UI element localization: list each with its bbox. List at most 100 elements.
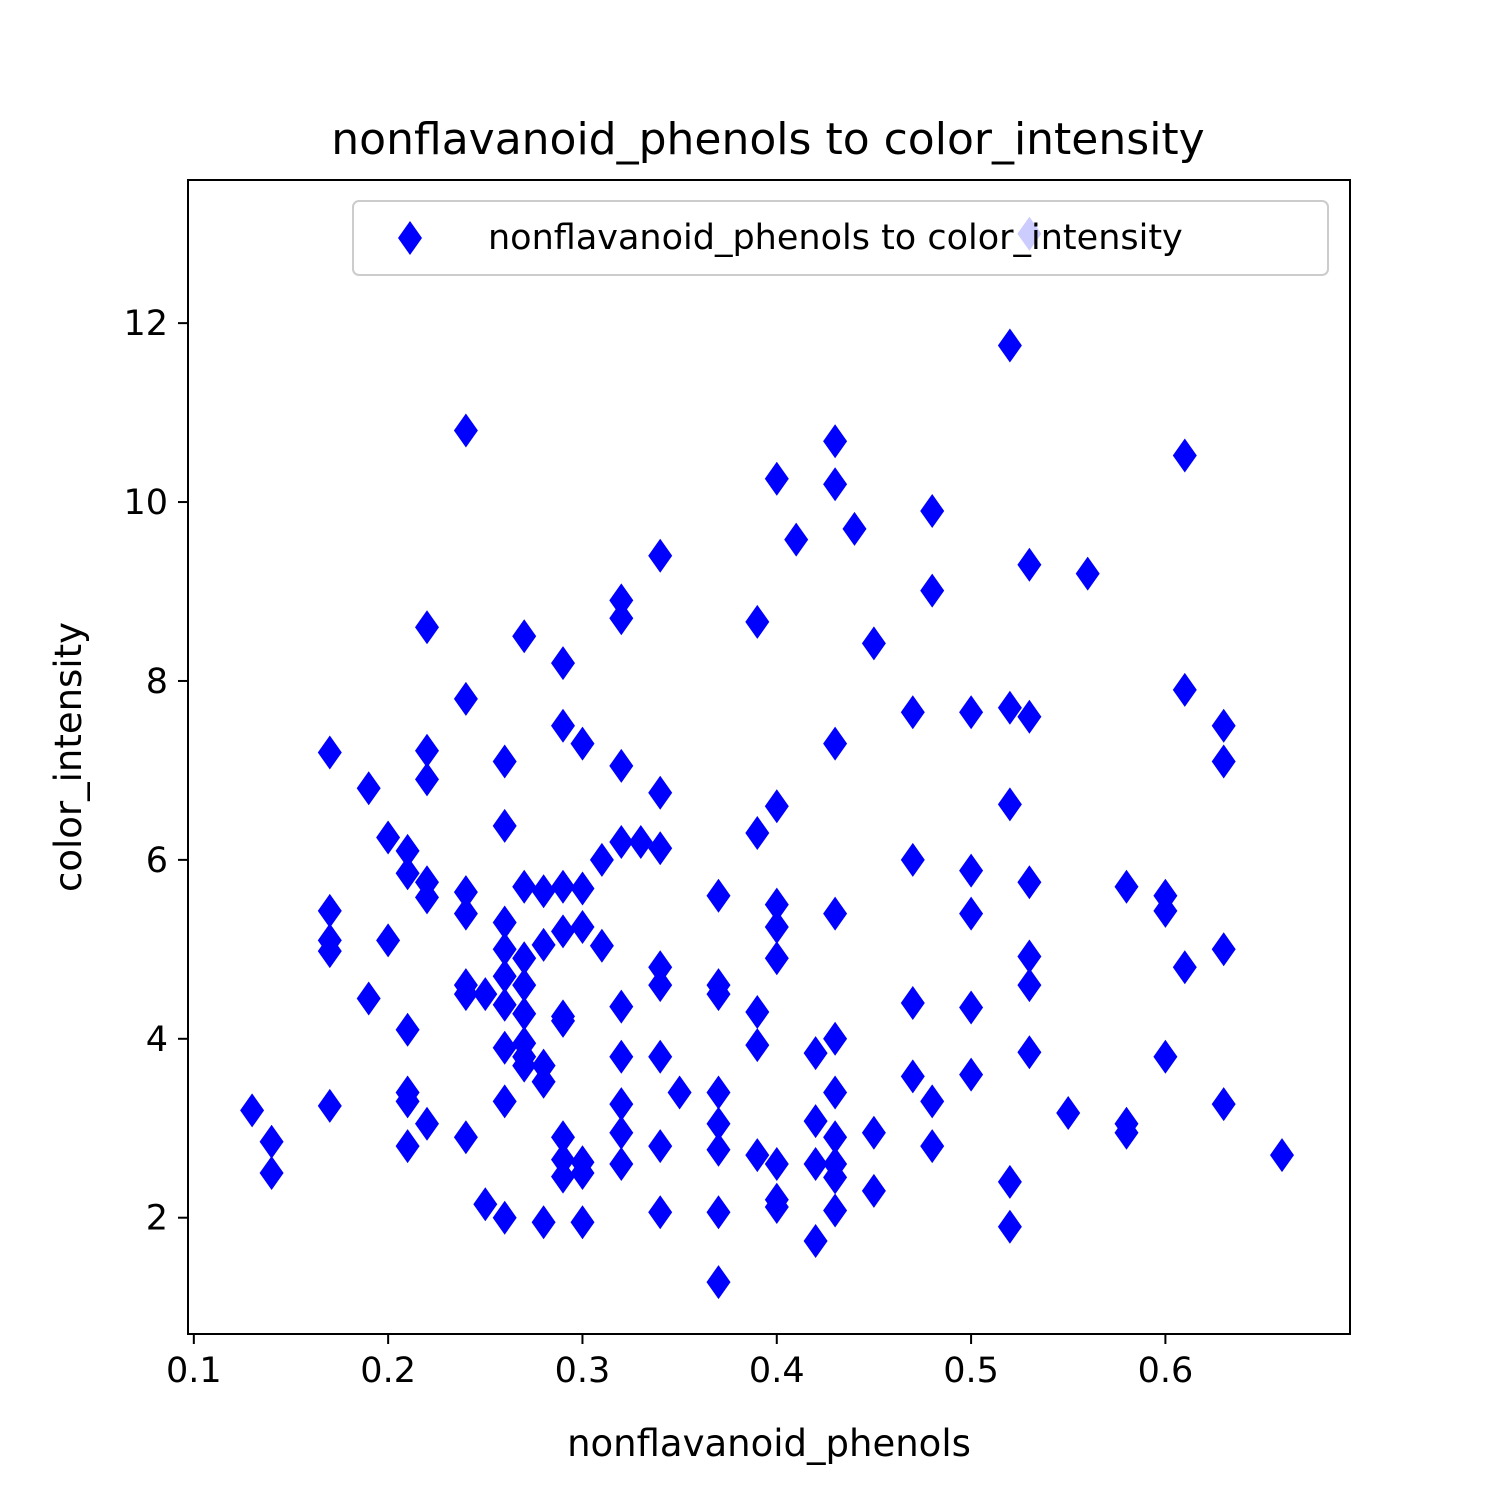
- data-point: [1211, 708, 1236, 743]
- data-point: [1017, 865, 1042, 900]
- data-point: [959, 695, 984, 730]
- y-tick-label: 12: [123, 304, 168, 344]
- data-point: [1153, 893, 1178, 928]
- data-point: [473, 1187, 498, 1222]
- data-point: [551, 1120, 575, 1155]
- data-point: [531, 927, 556, 962]
- data-point: [531, 1205, 556, 1240]
- x-tick-label: 0.3: [555, 1351, 611, 1391]
- data-point: [1017, 1035, 1042, 1070]
- data-point: [648, 775, 673, 810]
- data-point: [745, 1028, 770, 1063]
- data-point: [415, 733, 439, 768]
- data-point: [997, 1209, 1022, 1244]
- data-point: [453, 413, 478, 448]
- data-point: [900, 1059, 925, 1094]
- data-point: [823, 896, 848, 931]
- data-point: [453, 896, 478, 931]
- data-point: [823, 1193, 848, 1228]
- data-point: [745, 604, 770, 639]
- data-point: [764, 910, 789, 944]
- data-point: [823, 467, 848, 502]
- data-point: [1153, 1039, 1178, 1074]
- data-point: [512, 1048, 537, 1083]
- data-point: [648, 1129, 673, 1164]
- data-point: [706, 1106, 731, 1141]
- data-point: [453, 681, 478, 716]
- data-point: [648, 538, 673, 573]
- data-point: [764, 1190, 789, 1224]
- data-point: [997, 787, 1022, 822]
- x-axis: 0.1 0.2 0.3 0.4 0.5 0.6: [166, 1334, 1193, 1391]
- data-point: [492, 1200, 517, 1235]
- data-point: [706, 977, 731, 1012]
- data-points: [240, 216, 1294, 1300]
- data-point: [453, 977, 478, 1012]
- data-point: [1172, 438, 1197, 473]
- legend: nonflavanoid_phenols to color_intensity: [352, 200, 1329, 276]
- data-point: [453, 875, 478, 910]
- data-point: [959, 1057, 984, 1092]
- data-point: [376, 820, 401, 855]
- chart-title: nonflavanoid_phenols to color_intensity: [331, 114, 1204, 165]
- data-point: [706, 878, 731, 913]
- data-point: [259, 1124, 284, 1159]
- data-point: [900, 986, 925, 1020]
- data-point: [920, 1129, 945, 1164]
- data-point: [609, 989, 634, 1024]
- data-point: [648, 1195, 673, 1230]
- data-point: [764, 887, 789, 922]
- data-point: [570, 726, 595, 761]
- data-point: [317, 893, 342, 928]
- data-point: [1075, 556, 1100, 591]
- data-point: [920, 494, 945, 528]
- data-point: [823, 1120, 848, 1155]
- data-point: [745, 995, 770, 1029]
- data-point: [551, 869, 575, 904]
- data-point: [609, 583, 634, 618]
- plot-frame: [187, 179, 1351, 1335]
- data-point: [609, 825, 634, 859]
- x-tick-label: 0.1: [166, 1351, 222, 1391]
- data-point: [376, 923, 401, 958]
- data-point: [492, 808, 517, 843]
- data-point: [551, 646, 575, 681]
- data-point: [512, 996, 537, 1031]
- y-tick-label: 4: [146, 1020, 168, 1060]
- data-point: [512, 619, 537, 654]
- data-point: [551, 1159, 575, 1194]
- x-axis-label: nonflavanoid_phenols: [567, 1422, 971, 1465]
- y-tick-label: 6: [146, 841, 168, 881]
- y-tick-label: 8: [146, 662, 168, 702]
- data-point: [1211, 1087, 1236, 1122]
- data-point: [764, 789, 789, 824]
- data-point: [609, 1087, 634, 1122]
- data-point: [609, 601, 634, 636]
- data-point: [959, 853, 984, 888]
- data-point: [492, 744, 517, 779]
- data-point: [492, 1084, 517, 1119]
- data-point: [1114, 1115, 1139, 1150]
- data-point: [492, 1030, 517, 1065]
- data-point: [1017, 968, 1042, 1003]
- data-point: [764, 1147, 789, 1181]
- data-point: [512, 968, 537, 1003]
- legend-box: [352, 200, 1329, 276]
- data-point: [764, 461, 789, 496]
- data-point: [823, 1075, 848, 1110]
- data-point: [356, 981, 381, 1016]
- y-tick-label: 10: [123, 483, 168, 523]
- data-point: [745, 816, 770, 850]
- data-point: [648, 1039, 673, 1074]
- data-point: [706, 1195, 731, 1230]
- data-point: [823, 424, 848, 459]
- data-point: [842, 511, 867, 546]
- data-point: [997, 1164, 1022, 1199]
- data-point: [764, 941, 789, 976]
- data-point: [609, 1147, 634, 1181]
- data-point: [667, 1075, 692, 1110]
- data-point: [570, 910, 595, 944]
- data-point: [395, 833, 420, 868]
- data-point: [959, 896, 984, 931]
- data-point: [317, 735, 342, 770]
